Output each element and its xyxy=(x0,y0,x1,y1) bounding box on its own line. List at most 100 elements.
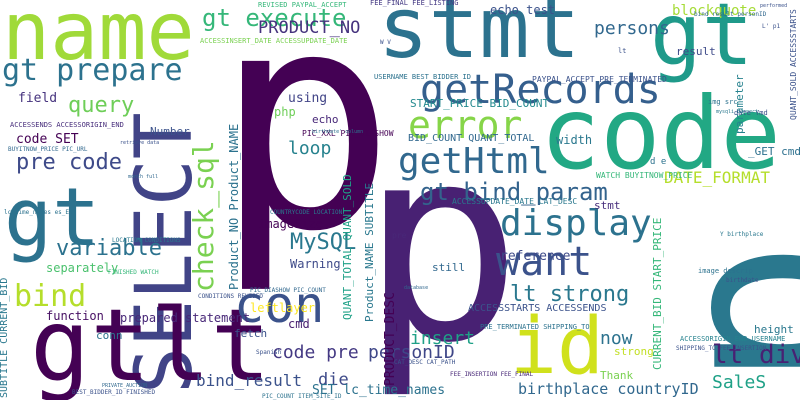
word-accessupdate-date-cat-desc: ACCESSUPDATE_DATE CAT_DESC xyxy=(452,197,578,206)
word-month-full: month full xyxy=(128,174,159,180)
word-accessorigin-end-username: ACCESSORIGIN_END USERNAME xyxy=(680,335,786,343)
word-pic-count-item-site-id: PIC_COUNT ITEM_SITE_ID xyxy=(262,393,342,400)
word-revised-paypal-accept: REVISED PAYPAL_ACCEPT xyxy=(258,1,347,9)
word-pre-code: pre code xyxy=(16,150,122,175)
word-countrycode-location: COUNTRYCODE LOCATION xyxy=(270,209,343,216)
word-date-format: DATE_FORMAT xyxy=(664,168,770,187)
word-loop: loop xyxy=(288,138,332,159)
word-sales: SaleS xyxy=(712,372,767,393)
word-echo: echo xyxy=(312,113,339,126)
word-pre-terminated-shipping-to: PRE_TERMINATED SHIPPING_TO xyxy=(480,323,590,331)
word-blockquote: blockquote xyxy=(672,3,757,19)
word-database: database xyxy=(404,285,429,291)
word-gt-bind-param: gt bind_param xyxy=(420,178,608,206)
word-lt-div: lt div xyxy=(712,340,800,370)
word-display: display xyxy=(500,203,652,244)
word-current-bid-start-price: CURRENT_BID START_PRICE xyxy=(651,217,664,370)
word-accessinsert-date-accessupdate-date: ACCESSINSERT_DATE ACCESSUPDATE_DATE xyxy=(200,37,348,45)
word-query: query xyxy=(68,93,135,118)
word-conn: conn xyxy=(96,329,123,342)
word-con: con xyxy=(234,276,325,334)
word-strong: strong xyxy=(614,345,654,358)
word-bind: bind xyxy=(14,279,87,314)
word-set-lc-time-names: SET lc_time_names xyxy=(312,383,446,398)
word-private-auction: PRIVATE_AUCTION xyxy=(102,383,148,389)
word-want: want xyxy=(496,239,593,285)
word-product-no: PRODUCT_NO xyxy=(258,18,361,38)
word-birthdate-column: birthdate' column xyxy=(312,129,364,135)
word-result: result xyxy=(676,45,716,58)
word-imagesize: imageSize xyxy=(258,217,324,231)
word-username-best-bidder-id: USERNAME BEST_BIDDER_ID xyxy=(374,73,471,81)
word-gt-execute: gt execute xyxy=(202,4,347,32)
word-gt-left: gt xyxy=(4,171,101,264)
word-subtitle-current-bid: SUBTITLE CURRENT_BID xyxy=(0,277,10,398)
word-quant-sold-accessstarts: QUANT_SOLD ACCESSSTARTS xyxy=(789,9,798,120)
word-width: width xyxy=(556,133,593,147)
word-error: error xyxy=(408,103,523,147)
word-bind-result-personid: bind_result personID xyxy=(694,11,767,18)
word-gethtml: getHtml xyxy=(398,141,550,182)
word-image-descrip: image descrip xyxy=(698,267,753,275)
word-location-conditions: LOCATION CONDITIONS xyxy=(112,237,181,244)
word-mysqli-connect: mysqli_connect xyxy=(716,109,759,115)
word-gtlt: gtlt xyxy=(30,287,271,400)
word-shipping-to-fee-insertion: SHIPPING_TO FEE_INSERTION xyxy=(676,345,767,352)
word-variable: variable xyxy=(56,236,162,261)
word-reference: reference xyxy=(500,249,571,264)
word-getrecords: getRecords xyxy=(420,67,661,113)
word-prepared-statement: prepared statement xyxy=(120,311,251,325)
word-gt-top-right: gt xyxy=(650,0,754,85)
word-product-no-name: Product_NO Product_NAME xyxy=(227,123,241,290)
word-product-name-subtitle: Product_NAME SUBTITLE xyxy=(363,182,376,322)
word-pic-xxl-pic-diashow: PIC_XXL PIC_DIASHOW xyxy=(302,129,394,138)
word-fee-final-fee-listing: FEE_FINAL FEE_LISTING xyxy=(370,0,459,7)
word-php: php xyxy=(274,105,296,119)
word-personid: personID xyxy=(368,342,455,363)
word-p-purple: p xyxy=(360,87,523,400)
word-stmt-small: stmt xyxy=(594,199,621,212)
word-d-e: d e xyxy=(650,157,667,167)
word-using: using xyxy=(288,91,328,106)
word-paypal-accept-pre-terminated: PAYPAL_ACCEPT PRE_TERMINATED xyxy=(532,75,667,84)
word-fee-insertion-fee-final: FEE_INSERTION FEE_FINAL xyxy=(450,371,534,378)
word-buyitnow-price-pic-url: BUYITNOW_PRICE PIC_URL xyxy=(8,146,88,153)
word-echo-test: echo test xyxy=(490,3,556,17)
word-img-src: img src xyxy=(708,98,738,106)
word-lt-strong: lt strong xyxy=(510,282,630,307)
word-watch-buyitnow-price: WATCH BUYITNOW_PRICE xyxy=(596,171,693,180)
word-w-v: W V xyxy=(380,39,391,46)
word-check-sql: check_sql xyxy=(187,140,220,292)
word-function: function xyxy=(46,309,104,323)
word-retrieve-data: retrieve data xyxy=(120,140,160,146)
word-pic-diashow-pic-count: PIC_DIASHOW PIC_COUNT xyxy=(250,287,326,294)
word-gt-prepare: gt prepare xyxy=(2,53,183,88)
word-spanish: Spanish xyxy=(256,349,282,356)
word-now: now xyxy=(600,328,633,349)
word-code: code xyxy=(540,75,781,192)
word-code-set: code SET xyxy=(16,132,79,147)
word-leftlayer: leftlayer xyxy=(250,301,316,315)
word-persons: persons xyxy=(594,18,670,39)
word-field: field xyxy=(18,91,58,106)
word-birthdate: birthdate xyxy=(726,277,759,284)
word-thank: Thank xyxy=(600,369,634,382)
word-get-cmd: _GET cmd xyxy=(748,145,800,158)
word-insert: insert xyxy=(410,328,476,349)
word-separately: separately xyxy=(46,261,119,275)
word-bid-count-quant-total: BID_COUNT QUANT_TOTAL xyxy=(408,133,535,144)
word-die: die xyxy=(318,370,349,390)
word-finished-watch: FINISHED WATCH xyxy=(108,269,159,276)
word-lc-time-names-es-es: lc_time_names es_ES xyxy=(4,209,73,216)
word-accessends-accessorigin-end: ACCESSENDS ACCESSORIGIN_END xyxy=(10,121,124,129)
word-lt: lt xyxy=(618,47,627,55)
word-warning: Warning xyxy=(290,257,341,271)
word-accessstarts-accessends: ACCESSSTARTS ACCESSENDS xyxy=(468,303,607,314)
word-name: name xyxy=(2,0,195,78)
word-mysql: MySQL xyxy=(290,230,357,255)
word-stmt: stmt xyxy=(378,0,581,77)
word-birthplace-countryid: birthplace countryID xyxy=(518,380,699,398)
word-quant-total-sold: QUANT_TOTAL QUANT_SOLD xyxy=(341,174,354,320)
word-performed: performed xyxy=(760,3,788,9)
